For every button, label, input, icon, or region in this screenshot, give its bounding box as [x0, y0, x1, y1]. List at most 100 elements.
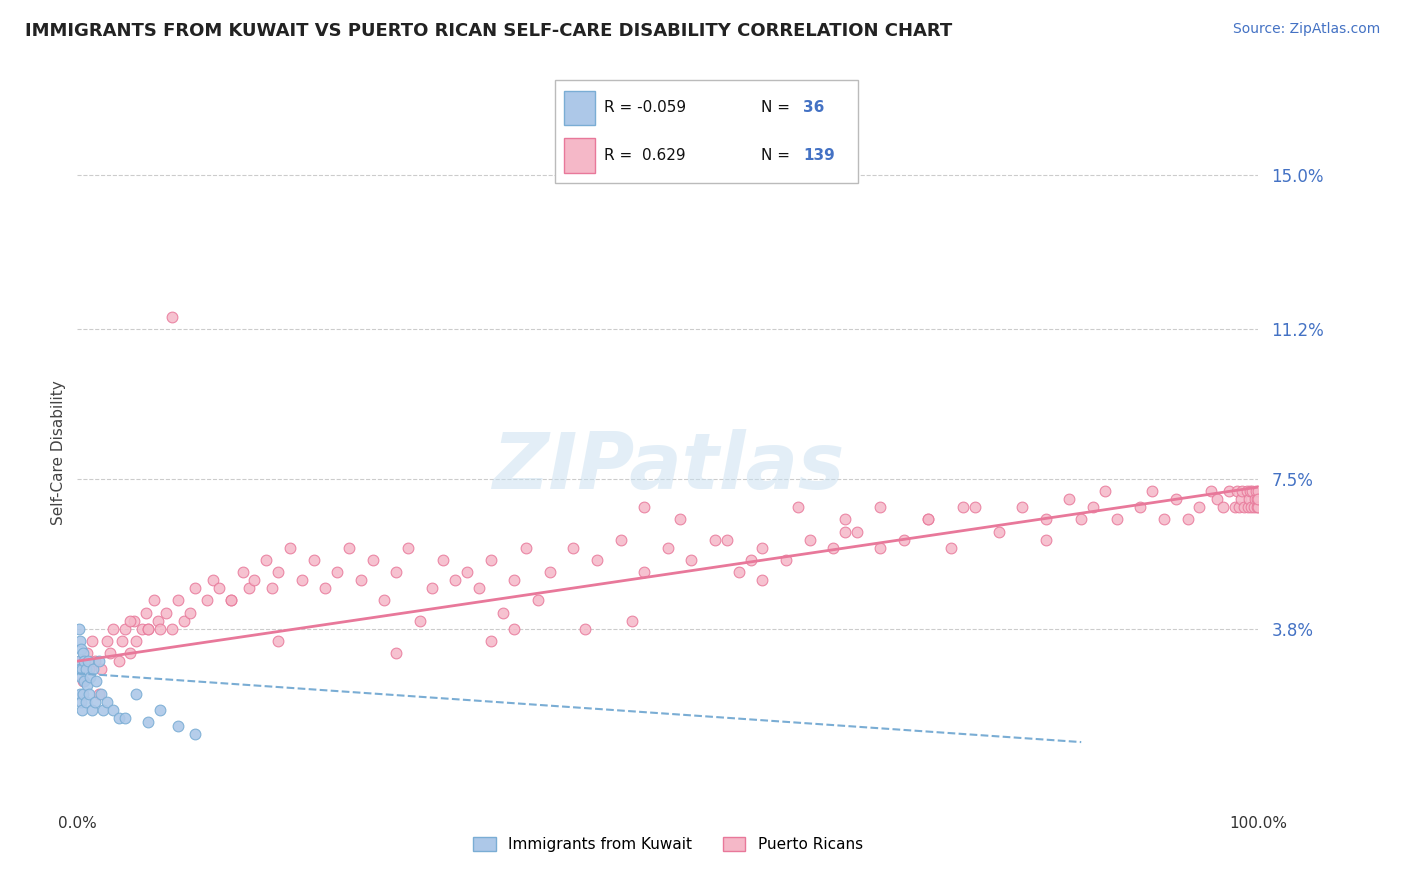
Point — [136, 714, 159, 729]
Point — [82, 662, 104, 676]
Point — [70, 662, 93, 676]
Point — [1177, 512, 1199, 526]
Point — [262, 582, 284, 596]
Point — [987, 524, 1010, 539]
Text: 36: 36 — [803, 101, 825, 115]
Point — [267, 565, 290, 579]
Point — [538, 565, 561, 579]
Point — [1247, 500, 1270, 515]
Point — [869, 500, 891, 515]
Point — [1199, 484, 1222, 499]
Point — [751, 541, 773, 555]
Point — [70, 670, 93, 684]
Point — [503, 573, 526, 587]
Point — [114, 622, 136, 636]
Point — [87, 654, 110, 668]
Point — [586, 553, 609, 567]
Point — [574, 622, 596, 636]
Point — [73, 654, 96, 668]
Point — [503, 622, 526, 636]
Point — [1081, 500, 1104, 515]
Point — [1059, 492, 1081, 507]
Point — [326, 565, 349, 579]
Point — [131, 622, 153, 636]
Point — [409, 614, 432, 628]
Point — [87, 686, 110, 700]
Point — [1236, 484, 1258, 499]
Point — [114, 711, 136, 725]
Point — [73, 674, 96, 689]
Point — [195, 593, 218, 607]
Text: Source: ZipAtlas.com: Source: ZipAtlas.com — [1233, 22, 1381, 37]
Point — [350, 573, 373, 587]
Bar — [564, 91, 595, 126]
Point — [75, 695, 97, 709]
Point — [799, 533, 821, 547]
Point — [149, 622, 172, 636]
Point — [70, 642, 93, 657]
Point — [267, 633, 290, 648]
Point — [125, 686, 148, 700]
Point — [136, 622, 159, 636]
Text: R = -0.059: R = -0.059 — [603, 101, 686, 115]
Point — [111, 633, 134, 648]
Point — [609, 533, 631, 547]
Point — [1094, 484, 1116, 499]
Point — [917, 512, 939, 526]
Point — [515, 541, 537, 555]
Point — [1236, 500, 1258, 515]
Point — [668, 512, 690, 526]
Bar — [564, 137, 595, 173]
Point — [420, 582, 443, 596]
Point — [122, 614, 145, 628]
Point — [84, 654, 107, 668]
Point — [917, 512, 939, 526]
Point — [232, 565, 254, 579]
Point — [120, 646, 142, 660]
Point — [1243, 492, 1265, 507]
Point — [125, 633, 148, 648]
Point — [184, 727, 207, 741]
Point — [893, 533, 915, 547]
Point — [963, 500, 986, 515]
Point — [155, 606, 177, 620]
FancyBboxPatch shape — [555, 80, 858, 183]
Point — [202, 573, 225, 587]
Point — [527, 593, 550, 607]
Point — [432, 553, 454, 567]
Point — [1105, 512, 1128, 526]
Point — [166, 593, 188, 607]
Point — [69, 633, 91, 648]
Point — [562, 541, 585, 555]
Point — [179, 606, 201, 620]
Point — [1206, 492, 1229, 507]
Text: N =: N = — [761, 101, 794, 115]
Point — [1212, 500, 1234, 515]
Point — [91, 703, 114, 717]
Point — [166, 719, 188, 733]
Point — [90, 686, 112, 700]
Point — [869, 541, 891, 555]
Point — [184, 582, 207, 596]
Point — [1239, 484, 1261, 499]
Point — [1218, 484, 1240, 499]
Point — [952, 500, 974, 515]
Point — [1070, 512, 1092, 526]
Point — [1035, 533, 1057, 547]
Point — [1153, 512, 1175, 526]
Point — [1229, 500, 1251, 515]
Point — [314, 582, 336, 596]
Point — [77, 686, 100, 700]
Point — [1229, 492, 1251, 507]
Point — [1246, 492, 1268, 507]
Point — [136, 622, 159, 636]
Point — [77, 662, 100, 676]
Point — [479, 633, 502, 648]
Point — [84, 674, 107, 689]
Point — [1129, 500, 1152, 515]
Point — [135, 606, 157, 620]
Point — [727, 565, 749, 579]
Point — [143, 593, 166, 607]
Point — [90, 662, 112, 676]
Point — [101, 703, 124, 717]
